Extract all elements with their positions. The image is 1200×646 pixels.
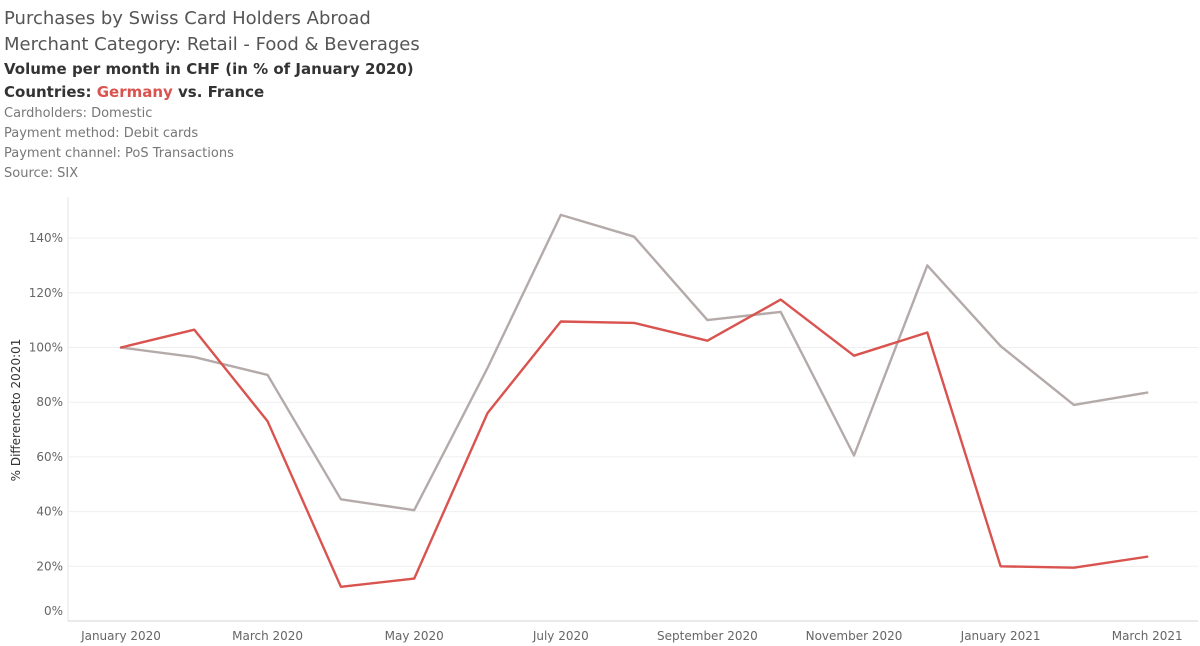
countries-prefix: Countries: — [4, 83, 97, 101]
x-tick-label: March 2021 — [1112, 629, 1183, 643]
y-axis-ticks: 0% 20% 40% 60% 80% 100% 120% 140% — [29, 231, 63, 618]
countries-suffix: vs. France — [172, 83, 265, 101]
payment-method-filter: Payment method: Debit cards — [4, 126, 199, 141]
x-tick-label: September 2020 — [657, 629, 758, 643]
y-tick-label: 120% — [29, 286, 63, 300]
series-line-germany — [119, 298, 1149, 588]
y-tick-label: 40% — [36, 505, 63, 519]
x-tick-label: January 2020 — [80, 629, 161, 643]
y-tick-label: 100% — [29, 341, 63, 355]
payment-channel-filter: Payment channel: PoS Transactions — [4, 146, 234, 161]
x-tick-label: November 2020 — [806, 629, 903, 643]
measure-description: Volume per month in CHF (in % of January… — [4, 60, 414, 78]
x-tick-label: July 2020 — [532, 629, 589, 643]
y-tick-label: 140% — [29, 231, 63, 245]
x-tick-label: January 2021 — [960, 629, 1041, 643]
merchant-category: Merchant Category: Retail - Food & Bever… — [4, 34, 420, 55]
countries-germany: Germany — [96, 83, 173, 101]
source-note: Source: SIX — [4, 166, 79, 181]
x-axis-ticks: January 2020 March 2020 May 2020 July 2020 S… — [80, 629, 1183, 643]
chart-header: Purchases by Swiss Card Holders Abroad M… — [4, 6, 420, 184]
y-tick-label: 20% — [36, 559, 63, 573]
countries-line: Countries: Germany vs. France — [4, 81, 420, 104]
series-lines — [119, 213, 1149, 588]
y-tick-label: 80% — [36, 395, 63, 409]
y-axis-title: % Differenceto 2020:01 — [9, 339, 23, 482]
y-tick-label: 0% — [44, 604, 63, 618]
chart-title: Purchases by Swiss Card Holders Abroad — [4, 8, 371, 29]
x-tick-label: March 2020 — [232, 629, 303, 643]
y-tick-label: 60% — [36, 450, 63, 464]
series-line-france — [119, 213, 1149, 512]
gridlines — [67, 197, 1198, 622]
cardholders-filter: Cardholders: Domestic — [4, 106, 153, 121]
x-tick-label: May 2020 — [385, 629, 444, 643]
